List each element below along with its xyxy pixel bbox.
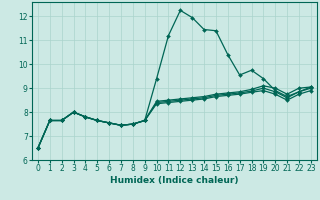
X-axis label: Humidex (Indice chaleur): Humidex (Indice chaleur) <box>110 176 239 185</box>
